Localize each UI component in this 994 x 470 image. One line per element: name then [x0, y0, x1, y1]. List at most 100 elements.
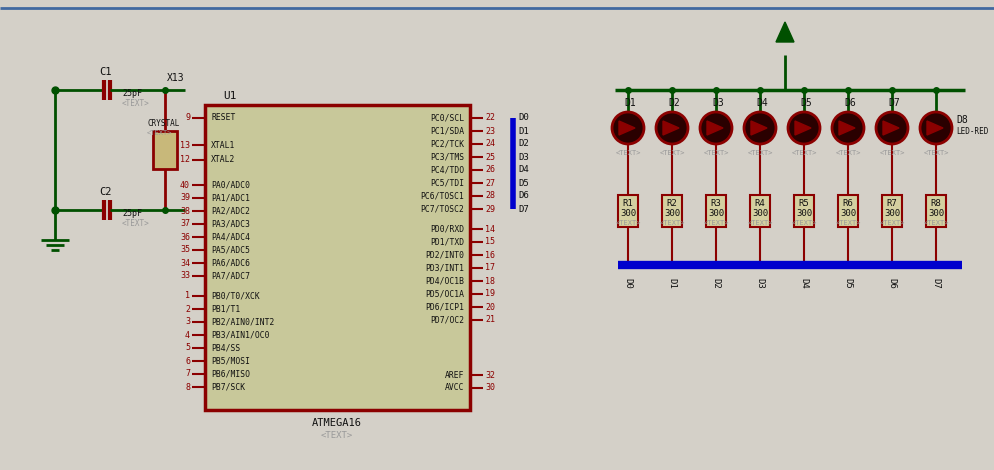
Text: D7: D7 [887, 98, 899, 108]
Circle shape [744, 112, 775, 144]
Circle shape [875, 112, 908, 144]
Text: R5: R5 [798, 198, 808, 207]
Text: <TEXT>: <TEXT> [147, 130, 172, 136]
Text: 9: 9 [185, 113, 190, 123]
Text: PD6/ICP1: PD6/ICP1 [424, 303, 463, 312]
Text: 24: 24 [484, 140, 494, 149]
Text: 37: 37 [180, 219, 190, 228]
Text: 34: 34 [180, 258, 190, 267]
Polygon shape [707, 121, 723, 135]
Text: PB3/AIN1/OC0: PB3/AIN1/OC0 [211, 330, 269, 339]
Circle shape [919, 112, 951, 144]
Text: 22: 22 [484, 113, 494, 123]
Text: PB5/MOSI: PB5/MOSI [211, 357, 249, 366]
Text: D5: D5 [799, 98, 811, 108]
Circle shape [787, 112, 819, 144]
Text: D1: D1 [518, 126, 528, 135]
Polygon shape [838, 121, 854, 135]
Text: D7: D7 [930, 278, 939, 289]
Text: PA5/ADC5: PA5/ADC5 [211, 245, 249, 254]
Text: 21: 21 [484, 315, 494, 324]
Circle shape [700, 112, 732, 144]
Text: D4: D4 [518, 165, 528, 174]
Text: PD3/INT1: PD3/INT1 [424, 264, 463, 273]
Text: 39: 39 [180, 194, 190, 203]
Text: <TEXT>: <TEXT> [122, 219, 150, 228]
Bar [925, 195, 945, 227]
Text: PD4/OC1B: PD4/OC1B [424, 276, 463, 285]
Text: PA2/ADC2: PA2/ADC2 [211, 206, 249, 216]
Text: PD1/TXD: PD1/TXD [429, 237, 463, 246]
Text: 25pF: 25pF [122, 210, 142, 219]
Circle shape [611, 112, 643, 144]
Bar [205, 105, 469, 410]
Text: 17: 17 [484, 264, 494, 273]
Text: 25pF: 25pF [122, 89, 142, 99]
Text: D7: D7 [518, 204, 528, 213]
Text: D1: D1 [623, 98, 635, 108]
Text: R4: R4 [753, 198, 764, 207]
Text: <TEXT>: <TEXT> [834, 220, 860, 226]
Text: D5: D5 [518, 179, 528, 188]
Text: PB4/SS: PB4/SS [211, 344, 240, 352]
Text: <TEXT>: <TEXT> [879, 220, 904, 226]
Text: XTAL2: XTAL2 [211, 156, 236, 164]
Text: PA6/ADC6: PA6/ADC6 [211, 258, 249, 267]
Text: D2: D2 [667, 98, 679, 108]
Text: XTAL1: XTAL1 [211, 141, 236, 149]
Text: 300: 300 [707, 209, 724, 218]
Text: PA7/ADC7: PA7/ADC7 [211, 272, 249, 281]
Text: ATMEGA16: ATMEGA16 [312, 418, 362, 428]
Text: 300: 300 [795, 209, 811, 218]
Text: 7: 7 [185, 369, 190, 378]
Text: R1: R1 [622, 198, 633, 207]
Text: 38: 38 [180, 206, 190, 216]
Text: C1: C1 [99, 67, 112, 77]
Text: <TEXT>: <TEXT> [703, 150, 728, 156]
Text: PC2/TCK: PC2/TCK [429, 140, 463, 149]
Text: PA1/ADC1: PA1/ADC1 [211, 194, 249, 203]
Bar [793, 195, 813, 227]
Bar [706, 195, 726, 227]
Polygon shape [618, 121, 634, 135]
Text: 40: 40 [180, 180, 190, 189]
Text: 300: 300 [927, 209, 943, 218]
Text: 28: 28 [484, 191, 494, 201]
Text: 1: 1 [185, 291, 190, 300]
Text: 33: 33 [180, 272, 190, 281]
Text: PA4/ADC4: PA4/ADC4 [211, 233, 249, 242]
Text: <TEXT>: <TEXT> [703, 220, 728, 226]
Text: PC3/TMS: PC3/TMS [429, 152, 463, 162]
Text: <TEXT>: <TEXT> [834, 150, 860, 156]
Text: 14: 14 [484, 225, 494, 234]
Text: 6: 6 [185, 357, 190, 366]
Text: 2: 2 [185, 305, 190, 313]
Text: D2: D2 [518, 140, 528, 149]
Text: PC1/SDA: PC1/SDA [429, 126, 463, 135]
Polygon shape [662, 121, 678, 135]
Text: PD5/OC1A: PD5/OC1A [424, 290, 463, 298]
Text: PD7/OC2: PD7/OC2 [429, 315, 463, 324]
Text: RESET: RESET [211, 113, 236, 123]
Text: AVCC: AVCC [444, 384, 463, 392]
Text: PB2/AIN0/INT2: PB2/AIN0/INT2 [211, 318, 274, 327]
Text: D0: D0 [518, 113, 528, 123]
Bar [749, 195, 769, 227]
Text: 8: 8 [185, 383, 190, 392]
Text: R6: R6 [842, 198, 853, 207]
Text: PB6/MISO: PB6/MISO [211, 369, 249, 378]
Text: D8: D8 [955, 115, 967, 125]
Text: D3: D3 [712, 98, 723, 108]
Text: D4: D4 [799, 278, 808, 289]
Text: 36: 36 [180, 233, 190, 242]
Text: PA3/ADC3: PA3/ADC3 [211, 219, 249, 228]
Text: D4: D4 [755, 98, 767, 108]
Text: D6: D6 [518, 191, 528, 201]
Text: <TEXT>: <TEXT> [320, 431, 353, 439]
Text: <TEXT>: <TEXT> [659, 150, 684, 156]
Text: <TEXT>: <TEXT> [922, 150, 948, 156]
Circle shape [655, 112, 687, 144]
Text: PB7/SCK: PB7/SCK [211, 383, 245, 392]
Text: <TEXT>: <TEXT> [614, 220, 640, 226]
Text: 32: 32 [484, 370, 494, 379]
